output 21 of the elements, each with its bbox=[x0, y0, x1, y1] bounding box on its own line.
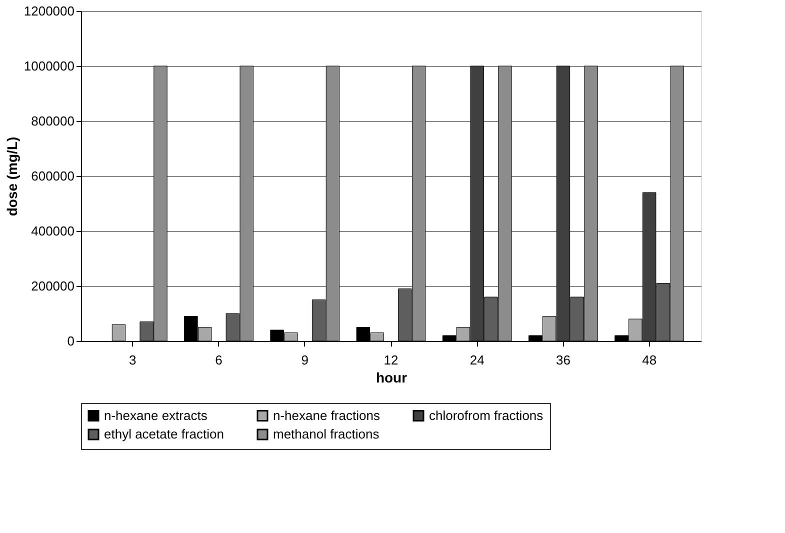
y-axis-title: dose (mg/L) bbox=[4, 136, 20, 216]
x-tick-label: 3 bbox=[129, 352, 136, 368]
x-tick-label: 12 bbox=[384, 352, 398, 368]
x-tick-label: 6 bbox=[215, 352, 222, 368]
y-tick-label: 1200000 bbox=[24, 4, 74, 18]
y-tick-label: 400000 bbox=[31, 224, 74, 238]
y-tick-label: 0 bbox=[67, 334, 74, 348]
x-tick-label: 9 bbox=[301, 352, 309, 368]
legend-label: chlorofrom fractions bbox=[429, 408, 544, 423]
x-tick-label: 24 bbox=[470, 352, 484, 368]
legend-label: methanol fractions bbox=[273, 426, 380, 442]
x-axis-title: hour bbox=[376, 370, 408, 386]
legend-label: n-hexane extracts bbox=[104, 408, 208, 423]
legend-label: n-hexane fractions bbox=[273, 408, 380, 423]
y-tick-label: 1000000 bbox=[24, 58, 74, 74]
x-tick-label: 36 bbox=[556, 352, 570, 368]
y-tick-label: 800000 bbox=[31, 114, 74, 128]
x-tick-label: 48 bbox=[642, 352, 657, 368]
legend-label: ethyl acetate fraction bbox=[104, 426, 224, 442]
y-tick-label: 200000 bbox=[31, 278, 74, 294]
y-tick-label: 600000 bbox=[31, 168, 74, 184]
